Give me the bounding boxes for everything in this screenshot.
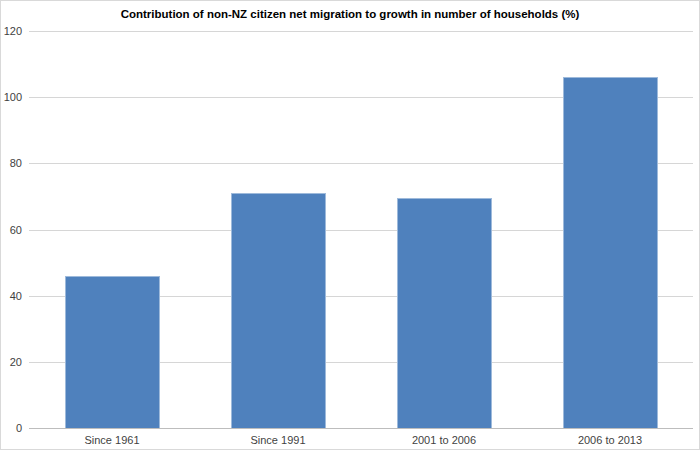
bar-2001-to-2006 <box>397 198 492 428</box>
bar-2006-to-2013 <box>563 77 658 428</box>
x-axis-line <box>29 428 693 429</box>
y-tick-label-80: 80 <box>1 157 22 169</box>
y-tick-label-60: 60 <box>1 224 22 236</box>
x-tick-label-since-1991: Since 1991 <box>195 434 361 447</box>
gridline-120 <box>29 31 693 32</box>
bar-since-1961 <box>65 276 160 428</box>
y-tick-label-0: 0 <box>1 422 22 434</box>
y-tick-label-20: 20 <box>1 356 22 368</box>
x-tick-label-since-1961: Since 1961 <box>29 434 195 447</box>
bar-chart: Contribution of non-NZ citizen net migra… <box>0 0 700 450</box>
y-tick-label-120: 120 <box>1 25 22 37</box>
bar-since-1991 <box>231 193 326 428</box>
x-tick-label-2001-to-2006: 2001 to 2006 <box>361 434 527 447</box>
x-tick-label-2006-to-2013: 2006 to 2013 <box>527 434 693 447</box>
y-tick-label-40: 40 <box>1 290 22 302</box>
chart-title: Contribution of non-NZ citizen net migra… <box>1 8 699 20</box>
y-tick-label-100: 100 <box>1 91 22 103</box>
